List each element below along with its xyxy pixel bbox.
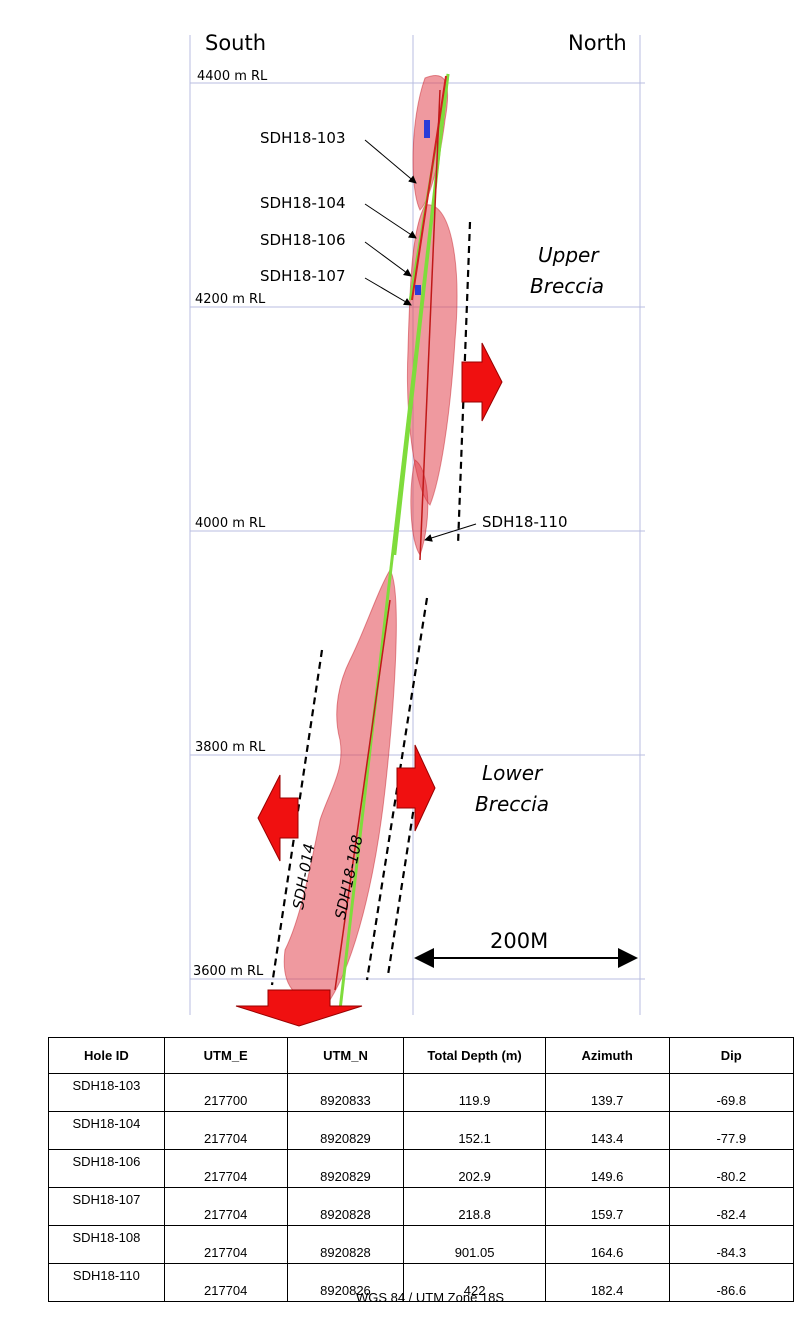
table-cell: 8920833 xyxy=(286,1073,405,1112)
table-cell: 149.6 xyxy=(544,1149,670,1188)
table-cell: SDH18-108 xyxy=(48,1225,165,1264)
hole-label: SDH18-103 xyxy=(260,129,345,147)
header-cell: Hole ID xyxy=(48,1037,165,1074)
zone-label: Breccia xyxy=(475,792,549,816)
hole-label: SDH18-110 xyxy=(482,513,567,531)
table-row: SDH18-107 217704 8920828 218.8 159.7 -82.4 xyxy=(48,1187,794,1226)
table-cell: 217704 xyxy=(163,1187,288,1226)
header-cell: Total Depth (m) xyxy=(403,1037,546,1074)
table-cell: 8920828 xyxy=(286,1187,405,1226)
table-cell: 159.7 xyxy=(544,1187,670,1226)
footer: WGS 84 / UTM Zone 18S xyxy=(355,1290,505,1305)
level-label: 3600 m RL xyxy=(193,964,264,979)
cross-section: South North 4400 m RL 4200 m RL 4000 m R… xyxy=(189,31,645,1027)
table-cell: -80.2 xyxy=(668,1149,794,1188)
table-cell: -82.4 xyxy=(668,1187,794,1226)
level-label: 4200 m RL xyxy=(195,292,266,307)
table-cell: 8920826 xyxy=(286,1263,405,1302)
header-cell: UTM_E xyxy=(163,1037,288,1074)
table-cell: 901.05 xyxy=(403,1225,546,1264)
table-cell: SDH18-107 xyxy=(48,1187,165,1226)
table-row: SDH18-104 217704 8920829 152.1 143.4 -77.9 xyxy=(48,1111,794,1150)
table-cell: 139.7 xyxy=(544,1073,670,1112)
table-cell: -77.9 xyxy=(668,1111,794,1150)
header-cell: Dip xyxy=(668,1037,794,1074)
zone-label: Lower xyxy=(482,761,544,785)
drill-traces xyxy=(334,73,450,1011)
table-row: SDH18-110 217704 8920826 422 182.4 -86.6 xyxy=(48,1263,794,1302)
hole-label: SDH18-106 xyxy=(260,231,345,249)
table-cell: 217704 xyxy=(163,1149,288,1188)
table-cell: 8920829 xyxy=(286,1111,405,1150)
header-cell: Azimuth xyxy=(544,1037,670,1074)
zone-label: Upper xyxy=(538,243,600,267)
leaders xyxy=(364,139,638,968)
zone-label: Breccia xyxy=(530,274,604,298)
table-cell: SDH18-106 xyxy=(48,1149,165,1188)
level-label: 4400 m RL xyxy=(197,69,268,84)
south-label: South xyxy=(205,31,266,55)
table-cell: 217704 xyxy=(163,1111,288,1150)
direction-arrows xyxy=(235,342,503,1027)
table-row: SDH18-108 217704 8920828 901.05 164.6 -84.3 xyxy=(48,1225,794,1264)
table-cell: 8920829 xyxy=(286,1149,405,1188)
table-cell: 8920828 xyxy=(286,1225,405,1264)
table-cell: -69.8 xyxy=(668,1073,794,1112)
table-cell: 422 xyxy=(403,1263,546,1302)
table-cell: 217704 xyxy=(163,1263,288,1302)
north-label: North xyxy=(568,31,627,55)
level-label: 4000 m RL xyxy=(195,516,266,531)
table-cell: -86.6 xyxy=(668,1263,794,1302)
header-cell: UTM_N xyxy=(286,1037,405,1074)
table-cell: SDH18-103 xyxy=(48,1073,165,1112)
table-cell: 218.8 xyxy=(403,1187,546,1226)
table-cell: 152.1 xyxy=(403,1111,546,1150)
hole-label: SDH18-107 xyxy=(260,267,345,285)
table-cell: 202.9 xyxy=(403,1149,546,1188)
table-cell: 119.9 xyxy=(403,1073,546,1112)
scale-label: 200M xyxy=(490,929,548,953)
table-cell: -84.3 xyxy=(668,1225,794,1264)
table-cell: 217700 xyxy=(163,1073,288,1112)
hole-label: SDH18-104 xyxy=(260,194,345,212)
drill-table: Hole ID UTM_E UTM_N Total Depth (m) Azimuth D… xyxy=(48,1037,794,1302)
table-cell: 217704 xyxy=(163,1225,288,1264)
table-row: SDH18-103 217700 8920833 119.9 139.7 -69.8 xyxy=(48,1073,794,1112)
table-cell: 182.4 xyxy=(544,1263,670,1302)
table-cell: 164.6 xyxy=(544,1225,670,1264)
table-cell: SDH18-110 xyxy=(48,1263,165,1302)
table-cell: 143.4 xyxy=(544,1111,670,1150)
table-row: SDH18-106 217704 8920829 202.9 149.6 -80.2 xyxy=(48,1149,794,1188)
table-cell: SDH18-104 xyxy=(48,1111,165,1150)
level-label: 3800 m RL xyxy=(195,740,266,755)
